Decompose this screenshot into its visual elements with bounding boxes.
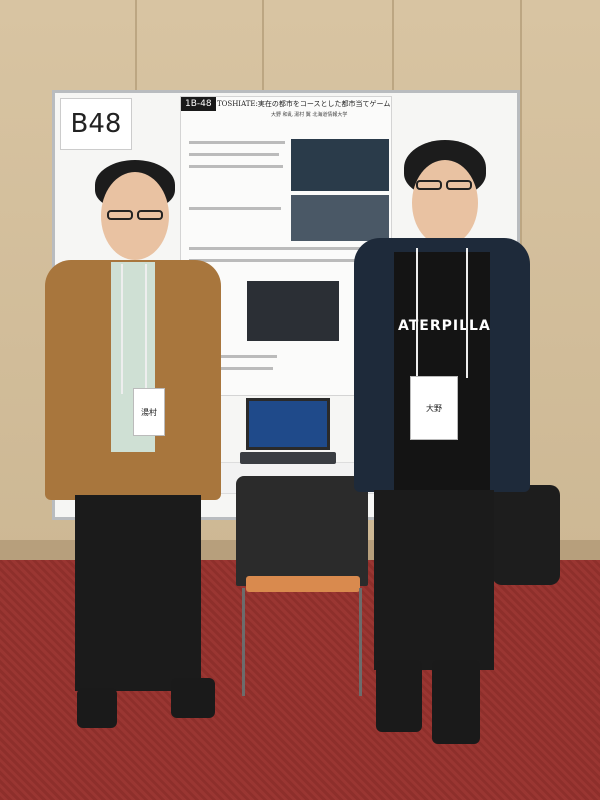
shirt-print: ATERPILLAR <box>398 318 490 334</box>
poster-city-image <box>291 195 389 241</box>
chair-leg <box>359 588 362 696</box>
glasses-lens <box>416 180 442 190</box>
poster-text-line <box>189 141 285 144</box>
poster-id: 1B-48 <box>181 97 216 111</box>
laptop-keyboard <box>240 452 336 464</box>
face <box>412 160 478 246</box>
shoe <box>77 688 117 728</box>
poster-gamepad-image <box>247 281 339 341</box>
chair-leg <box>242 588 245 696</box>
poster-text-line <box>189 165 283 168</box>
poster-title: TOSHIATE:実在の都市をコースとした都市当てゲーム <box>217 100 391 108</box>
booth-sign: B48 <box>60 98 132 150</box>
poster-text-line <box>189 247 385 250</box>
poster-text-line <box>189 367 273 370</box>
poster-authors: 大野 和乱 湯村 翼 北海道情報大学 <box>271 112 348 118</box>
glasses-lens <box>446 180 472 190</box>
name-badge: 大野 <box>410 376 458 440</box>
poster-text-line <box>189 207 281 210</box>
boot <box>432 660 480 744</box>
chair-seat <box>246 576 360 592</box>
glasses-lens <box>107 210 133 220</box>
boot <box>376 660 422 732</box>
backpack <box>492 485 560 585</box>
lanyard <box>145 264 147 394</box>
lanyard <box>466 248 468 378</box>
person-right: ATERPILLAR 大野 <box>350 140 530 750</box>
glasses-lens <box>137 210 163 220</box>
pants <box>75 495 201 691</box>
laptop-screen <box>246 398 330 450</box>
face <box>101 172 169 260</box>
poster-text-line <box>189 153 279 156</box>
poster-text-line <box>189 259 379 262</box>
chair <box>232 476 372 696</box>
poster-text-line <box>189 355 277 358</box>
shoe <box>171 678 215 718</box>
name-badge: 湯村 <box>133 388 165 436</box>
chair-back <box>236 476 368 586</box>
pants <box>374 490 494 670</box>
lanyard <box>416 248 418 378</box>
lanyard <box>121 264 123 394</box>
poster-screenshot-image <box>291 139 389 191</box>
t-shirt <box>394 252 490 492</box>
laptop <box>240 398 336 478</box>
person-left: 湯村 <box>45 160 225 760</box>
